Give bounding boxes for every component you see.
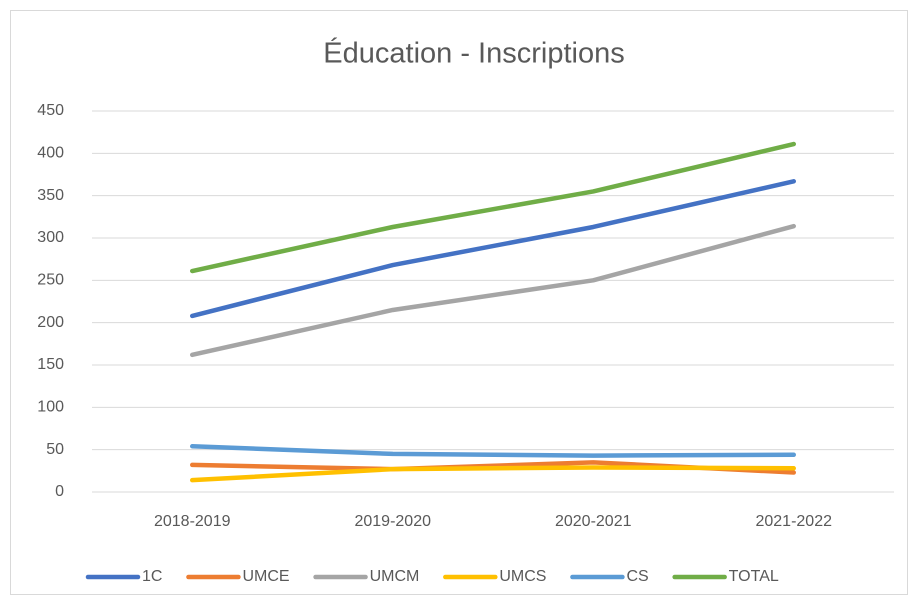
legend-label: CS [626, 568, 648, 585]
x-tick-label: 2018-2019 [154, 513, 231, 530]
y-tick-label: 300 [37, 229, 64, 246]
y-tick-label: 250 [37, 272, 64, 289]
y-tick-label: 450 [37, 102, 64, 119]
legend-label: UMCM [370, 568, 420, 585]
series-line [190, 465, 796, 483]
y-tick-label: 150 [37, 356, 64, 373]
x-tick-label: 2019-2020 [354, 513, 431, 530]
y-tick-label: 0 [55, 483, 64, 500]
y-tick-label: 50 [46, 441, 64, 458]
series-line [190, 141, 796, 274]
legend-label: UMCS [499, 568, 546, 585]
y-tick-label: 350 [37, 187, 64, 204]
y-tick-label: 400 [37, 145, 64, 162]
legend-label: TOTAL [729, 568, 779, 585]
chart-border [10, 10, 908, 595]
series-line [190, 444, 796, 458]
series-line [190, 223, 796, 358]
y-tick-label: 200 [37, 314, 64, 331]
x-tick-label: 2021-2022 [755, 513, 832, 530]
chart-title: Éducation - Inscriptions [323, 37, 624, 70]
x-tick-label: 2020-2021 [555, 513, 632, 530]
y-tick-label: 100 [37, 399, 64, 416]
legend-label: 1C [142, 568, 162, 585]
series-line [190, 179, 796, 319]
legend-label: UMCE [242, 568, 289, 585]
